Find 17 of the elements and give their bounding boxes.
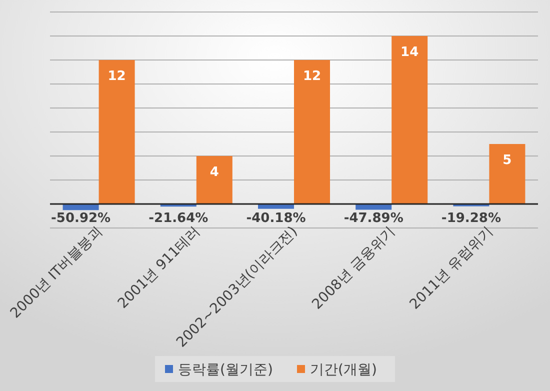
bar (196, 156, 232, 204)
bar (489, 144, 526, 204)
legend-label: 기간(개월) (310, 362, 377, 378)
bar (98, 60, 135, 204)
data-label: -40.18% (246, 211, 306, 226)
data-label: 5 (502, 153, 512, 168)
data-label: -50.92% (51, 211, 111, 226)
data-label: -21.64% (148, 211, 208, 226)
legend-label: 등락률(월기준) (178, 362, 273, 378)
data-label: 12 (108, 69, 126, 84)
data-label: 12 (302, 69, 322, 84)
data-label: -19.28% (441, 211, 501, 226)
data-label: 14 (400, 45, 419, 60)
data-label: -47.89% (344, 211, 404, 226)
bar (392, 36, 428, 204)
data-label: 4 (210, 165, 219, 180)
bar (294, 60, 330, 204)
